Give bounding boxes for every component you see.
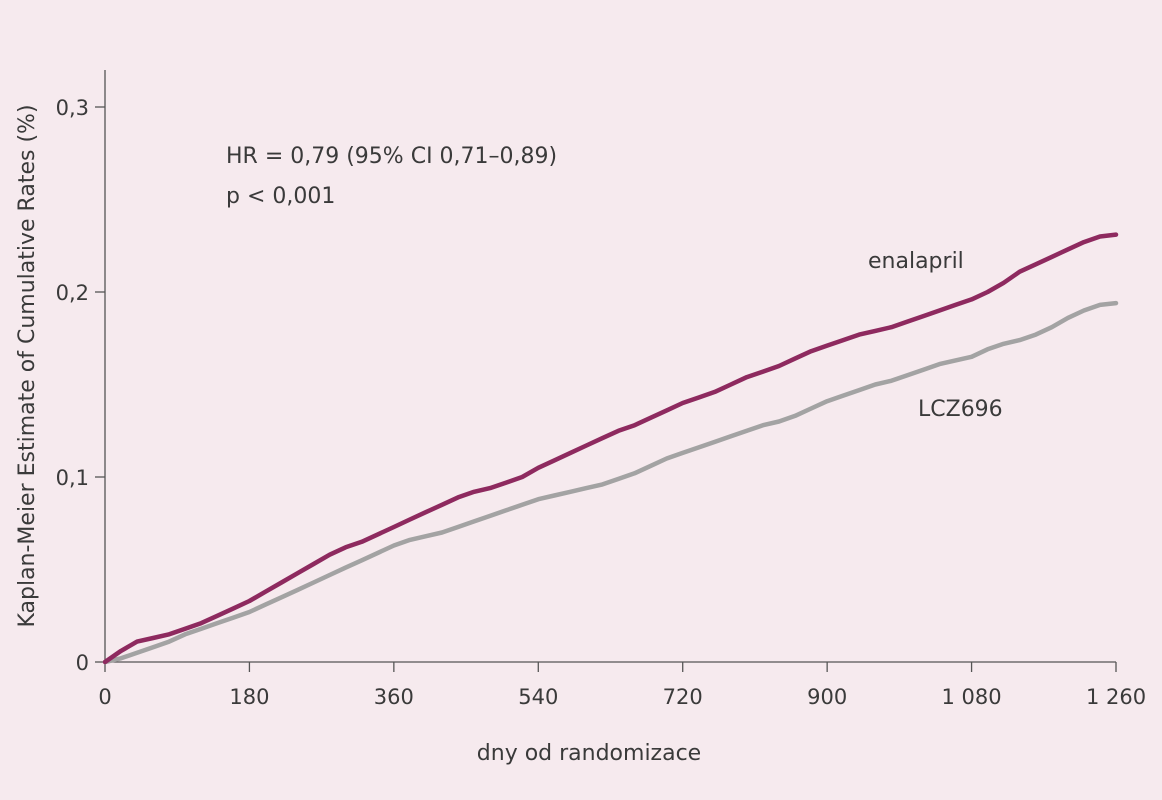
y-axis-title: Kaplan-Meier Estimate of Cumulative Rate…: [15, 104, 40, 627]
x-axis-title: dny od randomizace: [477, 741, 701, 766]
series-layer: [102, 232, 1119, 665]
y-tick-label: 0: [76, 651, 89, 675]
x-tick-label: 1 080: [942, 685, 1002, 709]
axes: 0 180 360 540 720 900 1 080 1 260 0 0,1 0,2 0,3: [56, 70, 1146, 709]
hazard-ratio-annotation: HR = 0,79 (95% CI 0,71–0,89): [226, 144, 557, 169]
x-tick-label: 0: [98, 685, 111, 709]
x-tick-label: 1 260: [1086, 685, 1146, 709]
x-tick-label: 360: [374, 685, 414, 709]
y-tick-label: 0,1: [56, 466, 89, 490]
y-tick-label: 0,2: [56, 281, 89, 305]
x-tick-label: 180: [229, 685, 269, 709]
series-line-lcz696: [102, 300, 1119, 665]
series-label-enalapril: enalapril: [868, 249, 964, 274]
p-value-annotation: p < 0,001: [226, 184, 335, 209]
series-line-enalapril: [102, 232, 1119, 665]
x-tick-label: 900: [807, 685, 847, 709]
y-tick-label: 0,3: [56, 96, 89, 120]
x-tick-label: 540: [518, 685, 558, 709]
x-tick-label: 720: [663, 685, 703, 709]
series-label-lcz696: LCZ696: [918, 397, 1003, 422]
